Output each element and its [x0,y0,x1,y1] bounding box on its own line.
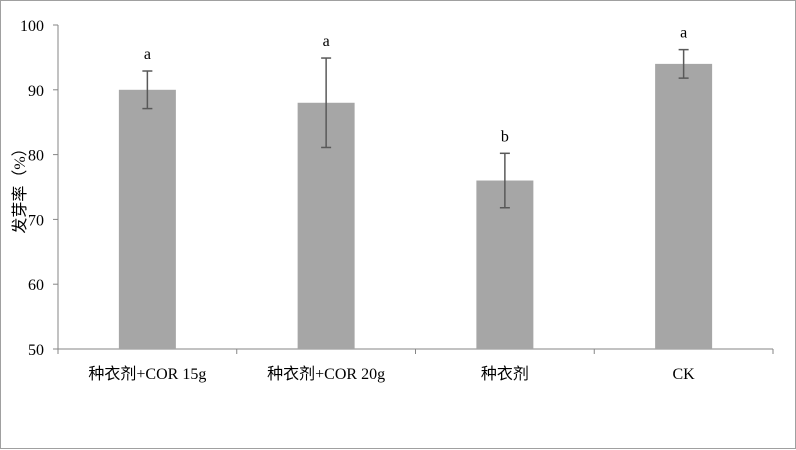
y-tick-label: 80 [28,148,44,165]
significance-label: b [501,128,509,145]
y-tick-label: 60 [28,277,44,294]
bar [476,180,534,349]
x-tick-label: 种衣剂 [481,365,529,383]
bar [655,63,713,349]
significance-label: a [323,33,330,50]
significance-label: a [144,46,151,63]
x-tick-label: CK [673,366,696,383]
x-tick-label: 种衣剂+COR 20g [267,365,385,383]
y-tick-label: 90 [28,83,44,100]
y-tick-label: 100 [20,18,44,35]
significance-label: a [680,25,687,42]
bar [118,89,176,350]
y-axis-label: 发芽率（%） [11,140,29,233]
y-tick-label: 50 [28,342,44,359]
x-tick-label: 种衣剂+COR 15g [88,365,206,383]
y-tick-label: 70 [28,212,44,229]
